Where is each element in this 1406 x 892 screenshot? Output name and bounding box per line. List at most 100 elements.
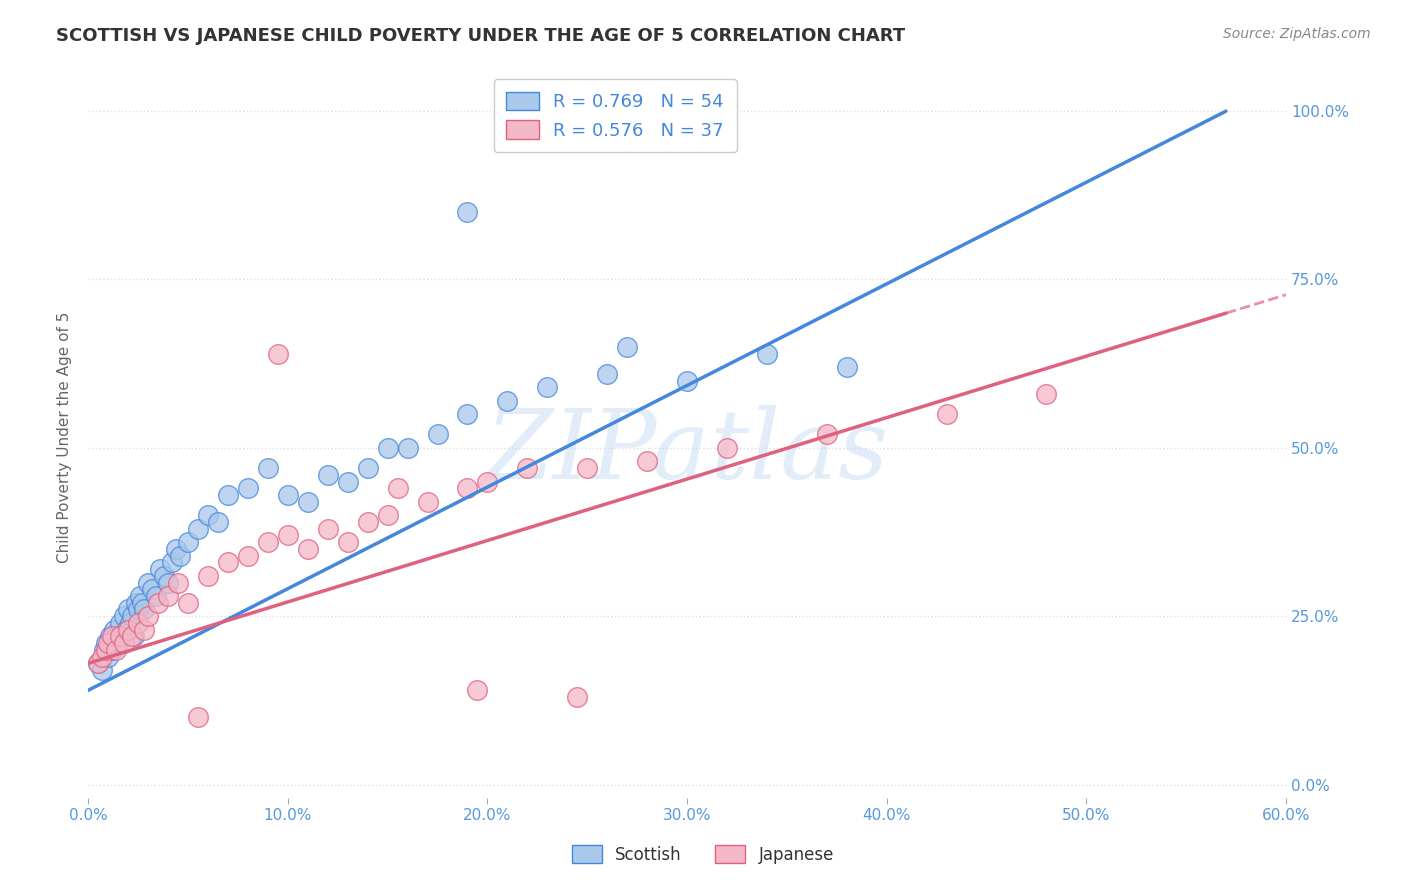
Point (576, 461, 599, 475)
Point (149, 562, 172, 576)
Point (267, 346, 290, 360)
Point (127, 615, 149, 630)
Point (236, 549, 259, 563)
Point (94, 643, 117, 657)
Point (187, 522, 209, 536)
Point (91, 649, 114, 664)
Point (131, 596, 153, 610)
Point (105, 643, 128, 657)
Point (456, 205, 478, 219)
Point (129, 589, 152, 603)
Point (377, 441, 399, 455)
Point (616, 340, 638, 354)
Text: Source: ZipAtlas.com: Source: ZipAtlas.com (1223, 27, 1371, 41)
Point (169, 549, 191, 563)
Point (197, 569, 219, 583)
Point (676, 374, 699, 388)
Point (146, 596, 169, 610)
Point (567, 690, 589, 704)
Point (117, 602, 139, 616)
Point (277, 528, 299, 542)
Legend: R = 0.769   N = 54, R = 0.576   N = 37: R = 0.769 N = 54, R = 0.576 N = 37 (494, 79, 737, 153)
Point (207, 515, 229, 529)
Point (636, 454, 658, 468)
Point (105, 629, 128, 643)
Point (141, 582, 163, 597)
Point (112, 609, 135, 624)
Point (316, 467, 339, 482)
Point (277, 488, 299, 502)
Point (377, 508, 399, 523)
Point (145, 589, 167, 603)
Point (467, 683, 489, 698)
Point (316, 522, 339, 536)
Point (117, 623, 139, 637)
Point (197, 508, 219, 523)
Point (356, 515, 378, 529)
Point (297, 541, 319, 556)
Point (456, 407, 478, 421)
Point (87, 657, 110, 671)
Point (496, 393, 519, 408)
Point (108, 629, 131, 643)
Point (256, 461, 278, 475)
Point (121, 629, 143, 643)
Legend: Scottish, Japanese: Scottish, Japanese (565, 838, 841, 871)
Text: SCOTTISH VS JAPANESE CHILD POVERTY UNDER THE AGE OF 5 CORRELATION CHART: SCOTTISH VS JAPANESE CHILD POVERTY UNDER… (56, 27, 905, 45)
Point (935, 407, 957, 421)
Point (153, 569, 176, 583)
Point (136, 609, 159, 624)
Point (835, 359, 858, 374)
Point (136, 575, 159, 590)
Point (87, 657, 110, 671)
Point (97, 649, 120, 664)
Point (115, 623, 138, 637)
Point (122, 629, 145, 643)
Point (125, 596, 148, 610)
Point (103, 623, 125, 637)
Point (127, 602, 149, 616)
Point (217, 488, 239, 502)
Point (121, 609, 143, 624)
Point (426, 427, 449, 442)
Point (165, 541, 187, 556)
Point (156, 589, 179, 603)
Point (93, 643, 115, 657)
Point (387, 481, 409, 495)
Point (177, 535, 200, 549)
Point (416, 494, 439, 508)
Point (112, 636, 135, 650)
Point (336, 475, 359, 489)
Point (108, 615, 131, 630)
Point (160, 555, 183, 569)
Point (120, 615, 142, 630)
Point (755, 346, 778, 360)
Point (132, 623, 155, 637)
Point (236, 481, 259, 495)
Point (111, 629, 134, 643)
Point (716, 441, 738, 455)
Point (477, 475, 499, 489)
Point (536, 380, 558, 394)
Point (256, 535, 278, 549)
Point (101, 629, 124, 643)
Point (396, 441, 419, 455)
Point (456, 481, 478, 495)
Point (1035, 387, 1057, 401)
Point (167, 575, 190, 590)
Point (107, 636, 129, 650)
Text: ZIPatlas: ZIPatlas (485, 405, 889, 500)
Point (97, 636, 120, 650)
Point (132, 602, 155, 616)
Point (187, 710, 209, 724)
Point (91, 663, 114, 677)
Point (336, 535, 359, 549)
Point (94, 636, 117, 650)
Point (101, 643, 124, 657)
Point (596, 367, 619, 381)
Point (217, 555, 239, 569)
Point (177, 596, 200, 610)
Point (98, 629, 121, 643)
Point (815, 427, 838, 442)
Point (156, 575, 179, 590)
